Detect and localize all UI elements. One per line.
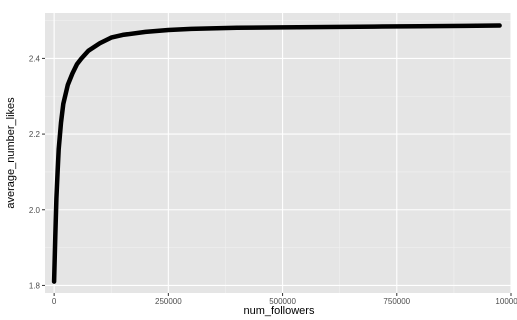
series-line — [51, 23, 502, 284]
x-axis-title: num_followers — [244, 305, 315, 317]
x-tick-label: 0 — [52, 297, 57, 306]
x-tick-label: 250000 — [155, 297, 182, 306]
y-tick-label: 1.8 — [29, 281, 41, 290]
y-tick-label: 2.0 — [29, 206, 41, 215]
y-axis-title: average_number_likes — [5, 97, 17, 209]
x-tick-label: 1000000 — [495, 297, 517, 306]
y-tick-label: 2.2 — [29, 130, 41, 139]
grid — [45, 13, 512, 293]
x-tick-label: 500000 — [269, 297, 296, 306]
y-tick-label: 2.4 — [29, 54, 41, 63]
plot-panel — [45, 13, 511, 293]
series-layer — [51, 23, 502, 284]
ticks-layer: 0 250000 500000 750000 1000000 1.8 2.0 2.2 2.4 — [29, 54, 517, 306]
x-tick-label: 750000 — [383, 297, 410, 306]
